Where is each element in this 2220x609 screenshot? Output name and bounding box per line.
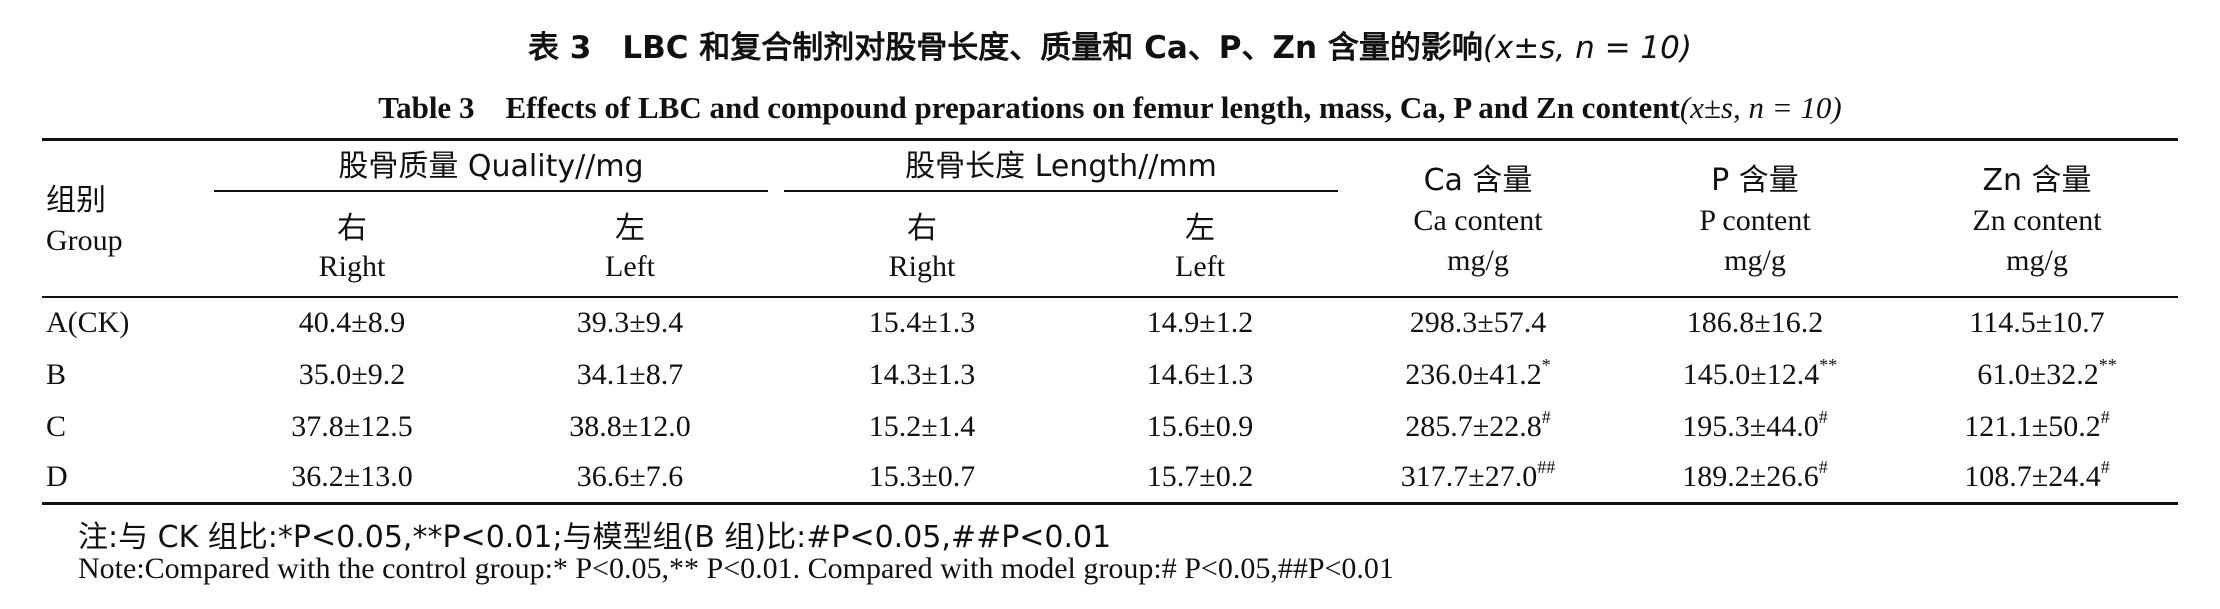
header-rule <box>42 296 2178 298</box>
row-0-p-value: 186.8±16.2 <box>1686 306 1824 339</box>
title-zh-stat: (x±s, n = 10) <box>1482 30 1692 66</box>
row-1-ca-value: 236.0±41.2 <box>1405 358 1542 391</box>
row-1-quality-left: 34.1±8.7 <box>576 358 684 391</box>
quality-right-en: Right <box>318 250 386 283</box>
table-title-en: Table 3 Effects of LBC and compound prep… <box>0 82 2220 127</box>
length-left-zh: 左 <box>1185 211 1215 246</box>
row-1-group: B <box>46 358 67 391</box>
row-0-group: A(CK) <box>46 306 130 339</box>
ca-header-zh: Ca 含量 <box>1423 163 1533 198</box>
group-header-en: Group <box>46 224 123 257</box>
row-3-p: 189.2±26.6# <box>1682 458 1827 493</box>
row-0-p: 186.8±16.2 <box>1687 308 1823 338</box>
row-1-p-value: 145.0±12.4 <box>1682 358 1820 391</box>
row-3-quality-left: 36.6±7.6 <box>576 460 684 493</box>
row-1-ca: 236.0±41.2* <box>1405 356 1550 391</box>
row-2-zn-mark: # <box>2100 407 2110 427</box>
zn-unit: mg/g <box>2006 244 2068 277</box>
row-1-zn: 61.0±32.2** <box>1977 356 2116 391</box>
row-2-zn: 121.1±50.2# <box>1964 408 2109 443</box>
row-2-quality-right: 37.8±12.5 <box>291 410 413 443</box>
note-zh: 注:与 CK 组比:*P<0.05,**P<0.01;与模型组(B 组)比:#P… <box>78 520 1112 555</box>
row-3-length-right: 15.3±0.7 <box>868 460 976 493</box>
row-2-length-left: 15.6±0.9 <box>1146 410 1254 443</box>
row-0-length-left: 14.9±1.2 <box>1146 306 1254 339</box>
row-3-zn-mark: # <box>2100 457 2110 477</box>
row-2-p-mark: # <box>1818 407 1828 427</box>
row-3-ca-mark: ## <box>1537 457 1556 477</box>
row-0-ca: 298.3±57.4 <box>1410 308 1546 338</box>
row-2-length-right: 15.2±1.4 <box>868 410 976 443</box>
row-1-length-right: 14.3±1.3 <box>868 358 976 391</box>
row-2-ca: 285.7±22.8# <box>1405 408 1550 443</box>
row-3-quality-right: 36.2±13.0 <box>291 460 413 493</box>
p-header-zh: P 含量 <box>1711 163 1799 198</box>
ca-header-en: Ca content <box>1413 204 1543 237</box>
p-header-en: P content <box>1699 204 1811 237</box>
row-2-ca-mark: # <box>1541 407 1551 427</box>
row-0-zn-value: 114.5±10.7 <box>1969 306 2105 339</box>
quality-header: 股骨质量 Quality//mg <box>338 149 644 184</box>
row-2-group: C <box>46 410 67 443</box>
row-3-p-value: 189.2±26.6 <box>1682 460 1819 493</box>
row-0-quality-left: 39.3±9.4 <box>576 306 684 339</box>
row-0-ca-value: 298.3±57.4 <box>1409 306 1547 339</box>
title-en-text: Table 3 Effects of LBC and compound prep… <box>378 90 1680 125</box>
row-1-zn-value: 61.0±32.2 <box>1977 358 2099 391</box>
length-right-en: Right <box>888 250 956 283</box>
row-3-length-left: 15.7±0.2 <box>1146 460 1254 493</box>
row-2-quality-left: 38.8±12.0 <box>569 410 691 443</box>
row-0-quality-right: 40.4±8.9 <box>298 306 406 339</box>
row-3-ca: 317.7±27.0## <box>1400 458 1555 493</box>
quality-left-zh: 左 <box>615 211 645 246</box>
length-header: 股骨长度 Length//mm <box>905 149 1217 184</box>
length-underline <box>784 190 1338 192</box>
row-2-p: 195.3±44.0# <box>1682 408 1827 443</box>
ca-unit: mg/g <box>1447 244 1509 277</box>
row-1-quality-right: 35.0±9.2 <box>298 358 406 391</box>
length-left-en: Left <box>1175 250 1225 283</box>
row-0-zn: 114.5±10.7 <box>1969 308 2104 338</box>
p-unit: mg/g <box>1724 244 1786 277</box>
row-2-p-value: 195.3±44.0 <box>1682 410 1819 443</box>
note-en: Note:Compared with the control group:* P… <box>78 552 1394 585</box>
quality-left-en: Left <box>605 250 655 283</box>
quality-right-zh: 右 <box>337 211 367 246</box>
title-zh-text: 表 3 LBC 和复合制剂对股骨长度、质量和 Ca、P、Zn 含量的影响 <box>528 30 1483 66</box>
group-header-zh: 组别 <box>46 183 106 218</box>
row-0-length-right: 15.4±1.3 <box>868 306 976 339</box>
row-2-ca-value: 285.7±22.8 <box>1405 410 1542 443</box>
row-3-zn: 108.7±24.4# <box>1964 458 2109 493</box>
row-3-p-mark: # <box>1818 457 1828 477</box>
top-rule <box>42 138 2178 141</box>
quality-underline <box>214 190 768 192</box>
row-3-zn-value: 108.7±24.4 <box>1964 460 2101 493</box>
zn-header-zh: Zn 含量 <box>1982 163 2092 198</box>
table-title-zh: 表 3 LBC 和复合制剂对股骨长度、质量和 Ca、P、Zn 含量的影响(x±s… <box>0 22 2220 67</box>
row-3-ca-value: 317.7±27.0 <box>1400 460 1538 493</box>
row-1-p: 145.0±12.4** <box>1682 356 1837 391</box>
row-1-p-mark: ** <box>1819 355 1838 375</box>
row-2-zn-value: 121.1±50.2 <box>1964 410 2101 443</box>
row-1-length-left: 14.6±1.3 <box>1146 358 1254 391</box>
length-right-zh: 右 <box>907 211 937 246</box>
row-1-ca-mark: * <box>1541 355 1551 375</box>
bottom-rule <box>42 502 2178 505</box>
zn-header-en: Zn content <box>1972 204 2102 237</box>
title-en-stat: (x±s, n = 10) <box>1679 90 1842 125</box>
row-1-zn-mark: ** <box>2098 355 2117 375</box>
row-3-group: D <box>46 460 68 493</box>
